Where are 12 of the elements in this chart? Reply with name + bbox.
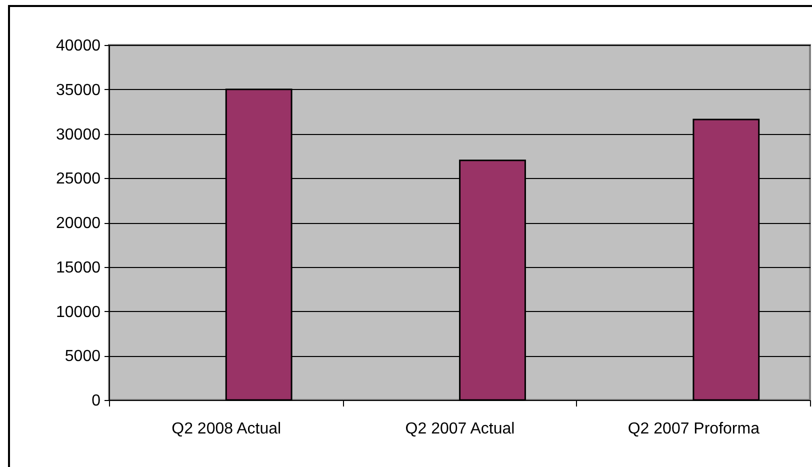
- y-tick-label: 5000: [64, 348, 101, 366]
- x-tick-label: Q2 2007 Actual: [405, 420, 515, 438]
- x-tick-label: Q2 2008 Actual: [172, 420, 282, 438]
- y-tick-label: 40000: [56, 38, 101, 54]
- y-tick-label: 0: [92, 392, 101, 410]
- y-tick-label: 30000: [56, 126, 101, 144]
- y-tick-label: 35000: [56, 82, 101, 99]
- y-tick-label: 15000: [56, 259, 101, 276]
- y-tick-label: 10000: [56, 304, 101, 321]
- y-tick-label: 20000: [56, 215, 101, 232]
- y-tick-label: 25000: [56, 170, 101, 188]
- x-tick-label: Q2 2007 Proforma: [628, 420, 760, 438]
